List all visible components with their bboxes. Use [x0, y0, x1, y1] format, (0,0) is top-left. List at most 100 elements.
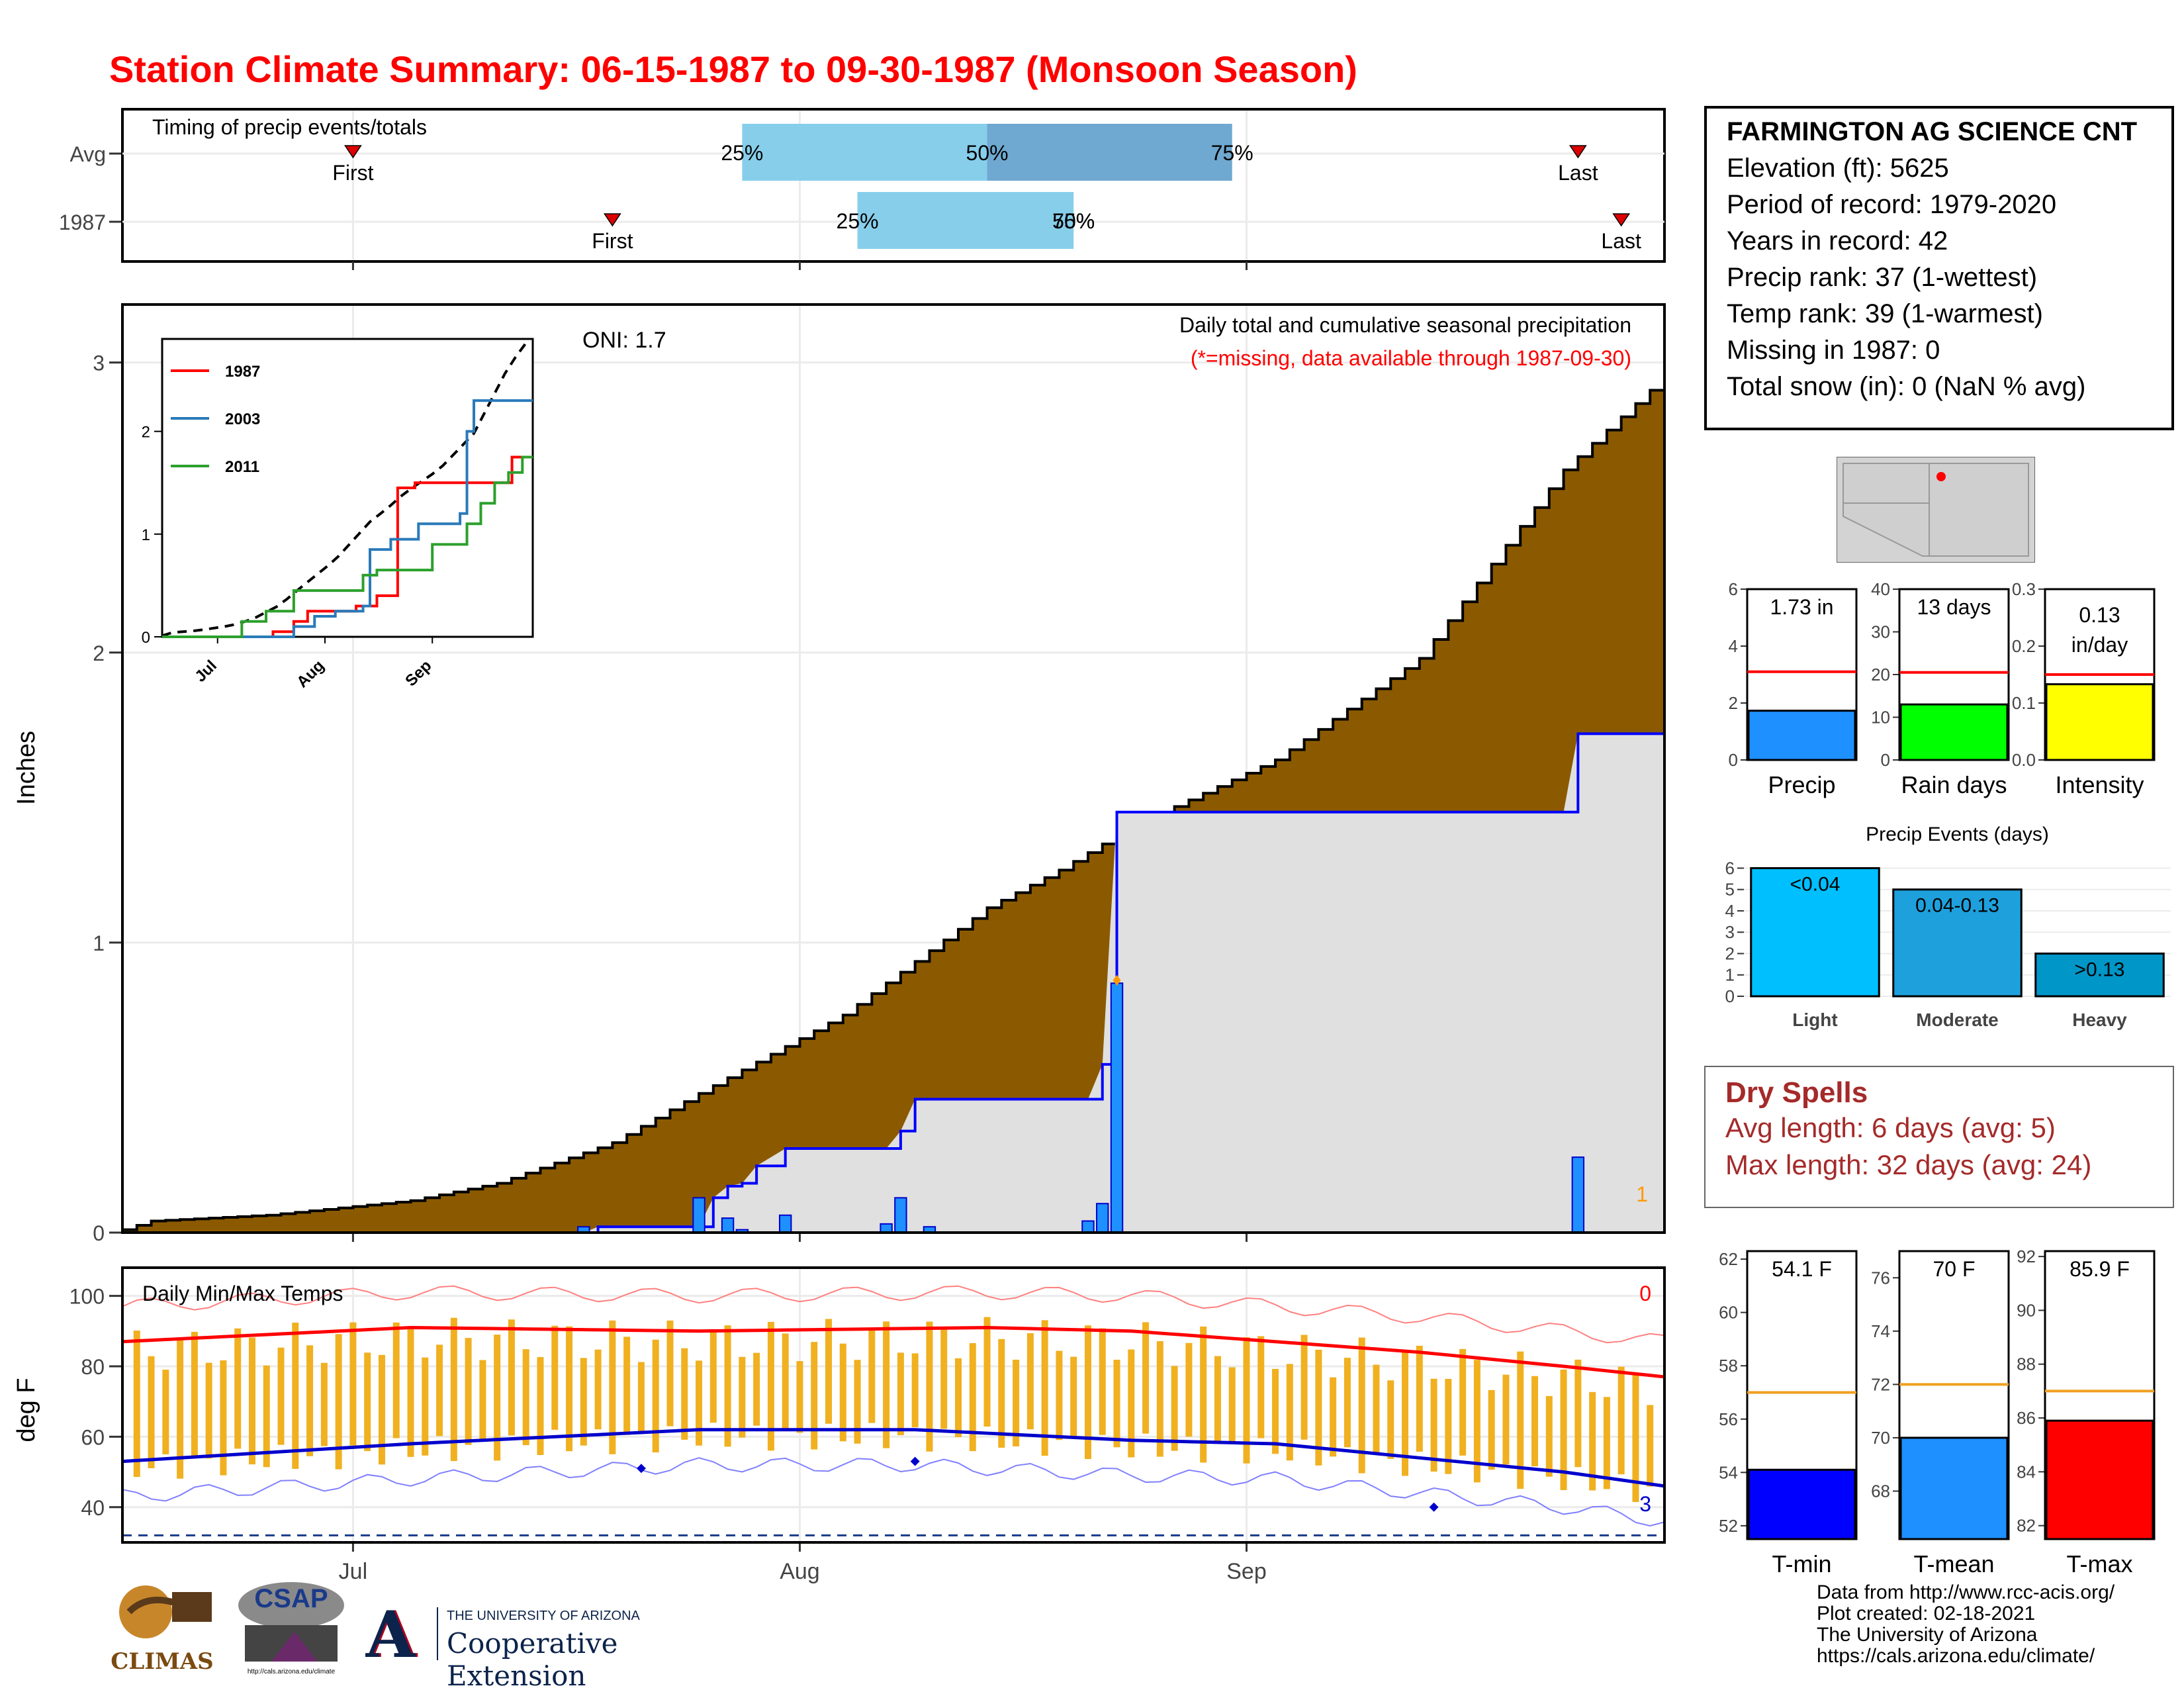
daily-temp-bar: [522, 1349, 529, 1446]
daily-temp-bar: [839, 1343, 846, 1442]
precip-header: Daily total and cumulative seasonal prec…: [1179, 313, 1631, 337]
daily-temp-bar: [1430, 1378, 1437, 1472]
daily-temp-bar: [1517, 1351, 1524, 1489]
summary-y-tick-label: 6: [1729, 579, 1738, 599]
footer-credits: Data from http://www.rcc-acis.org/ Plot …: [1817, 1582, 2115, 1667]
daily-temp-bar: [753, 1352, 760, 1426]
daily-temp-bar: [709, 1329, 717, 1423]
daily-temp-bar: [335, 1334, 342, 1470]
timing-last-label: Last: [1601, 229, 1641, 253]
tbar-category-label: T-max: [2066, 1550, 2132, 1577]
daily-temp-bar: [1214, 1356, 1221, 1444]
inset-y-tick-label: 0: [142, 629, 150, 647]
timing-q50-label: 50%: [966, 141, 1009, 165]
tbar-t-mean: [1899, 1436, 2009, 1540]
summary-bar-rain-days: [1899, 703, 2009, 761]
climas-logo: CLIMAS: [109, 1579, 215, 1678]
daily-temp-bar: [897, 1352, 904, 1436]
inset-avg-line: [161, 342, 527, 637]
events-y-tick-label: 5: [1725, 880, 1735, 900]
inset-series-line-1987: [162, 455, 533, 638]
station-location-marker: [1936, 472, 1946, 481]
summary-y-tick-label: 20: [1871, 665, 1890, 684]
daily-temp-bar: [1171, 1366, 1178, 1451]
temp-y-tick-label: 60: [81, 1425, 105, 1449]
inset-frame: [161, 338, 534, 638]
tbar-value-label: 54.1 F: [1772, 1257, 1832, 1281]
events-y-tick-label: 0: [1725, 986, 1735, 1006]
summary-y-tick-label: 0.1: [2012, 693, 2036, 713]
summary-y-tick-label: 0: [1881, 750, 1890, 770]
daily-temp-bar: [969, 1342, 976, 1452]
inset-series-line-2011: [162, 455, 533, 638]
daily-temp-bar: [1228, 1367, 1236, 1444]
daily-temp-bar: [983, 1317, 991, 1427]
temp-summary-bars: 52 54 56 58 60 62 54.1 F T-min 68 70 72 74 76 70 F T-m…: [1719, 1246, 2156, 1577]
timing-q50-label: 50%: [1052, 209, 1095, 233]
tbar-y-tick-label: 90: [2017, 1300, 2036, 1320]
summary-y-tick-label: 0.0: [2012, 750, 2036, 770]
precip-y-label: Inches: [13, 731, 40, 805]
daily-temp-bar: [911, 1353, 919, 1428]
tbar-y-tick-label: 76: [1871, 1268, 1890, 1288]
timing-q75-label: 75%: [1211, 141, 1253, 165]
temp-x-tick-label: Jul: [339, 1559, 367, 1584]
summary-y-tick-label: 0.3: [2012, 579, 2036, 599]
station-info: FARMINGTON AG SCIENCE CNT Elevation (ft)…: [1704, 106, 2174, 430]
daily-precip-bar: [894, 1197, 907, 1234]
timing-q25-label: 25%: [837, 209, 879, 233]
daily-temp-bar: [1373, 1364, 1380, 1453]
events-bar-label: 0.04-0.13: [1915, 895, 1999, 917]
summary-value-label: 1.73 in: [1770, 595, 1833, 619]
daily-temp-bar: [1128, 1349, 1135, 1458]
precip-frame: [121, 303, 1666, 1234]
temp-y-tick-label: 100: [69, 1285, 105, 1309]
cold-days-count: 3: [1639, 1492, 1651, 1516]
timing-row-label: Avg: [69, 142, 106, 166]
tbar-y-tick-label: 84: [2017, 1462, 2036, 1481]
daily-temp-bar: [1286, 1364, 1293, 1461]
temp-y-label: deg F: [13, 1378, 40, 1442]
daily-temp-bar: [796, 1361, 803, 1433]
csap-logo-text: CSAP: [254, 1584, 328, 1613]
daily-temp-bar: [1531, 1376, 1539, 1467]
daily-temp-bar: [1257, 1336, 1265, 1438]
daily-temp-bar: [177, 1339, 184, 1479]
summary-y-tick-label: 10: [1871, 708, 1890, 728]
daily-temp-bar: [508, 1319, 515, 1436]
tbar-y-tick-label: 70: [1871, 1428, 1890, 1448]
csap-url: http://cals.arizona.edu/climate: [247, 1668, 336, 1675]
tbar-value-label: 85.9 F: [2070, 1257, 2130, 1281]
summary-y-tick-label: 40: [1871, 579, 1890, 599]
summary-value-label: 0.13: [2079, 603, 2120, 627]
events-category-label: Light: [1792, 1010, 1837, 1030]
station-snow: Total snow (in): 0 (NaN % avg): [1727, 372, 2086, 401]
daily-temp-bar: [551, 1325, 559, 1430]
daily-temp-bar: [263, 1365, 270, 1468]
events-bar-heavy: [2034, 952, 2165, 998]
events-y-tick-label: 3: [1725, 922, 1735, 942]
daily-precip-bar: [721, 1217, 735, 1233]
daily-temp-bar: [133, 1330, 140, 1478]
daily-temp-bar: [1099, 1328, 1106, 1435]
precip-y-tick-label: 1: [93, 931, 105, 955]
daily-temp-bar: [378, 1354, 385, 1465]
station-missing: Missing in 1987: 0: [1727, 336, 1940, 365]
daily-temp-bar: [1488, 1389, 1495, 1470]
summary-y-tick-label: 30: [1871, 622, 1890, 642]
tbar-y-tick-label: 54: [1719, 1462, 1738, 1482]
events-bar-light: [1750, 867, 1880, 998]
tbar-t-min: [1747, 1468, 1856, 1540]
obs-cumulative-area: [122, 733, 1664, 1233]
precip-missing-note: (*=missing, data available through 1987-…: [1191, 346, 1631, 370]
tbar-value-label: 70 F: [1933, 1257, 1975, 1281]
daily-temp-bar: [320, 1362, 328, 1446]
daily-temp-bar: [767, 1321, 774, 1451]
avg-max-line: [122, 1325, 1665, 1379]
daily-temp-bar: [465, 1338, 472, 1445]
daily-temp-bar: [854, 1360, 861, 1444]
daily-temp-bar: [1056, 1350, 1063, 1440]
summary-value-unit: in/day: [2071, 633, 2128, 657]
ua-logo-bottom: Cooperative Extension: [447, 1627, 618, 1692]
precip-y-tick-label: 3: [93, 352, 105, 375]
